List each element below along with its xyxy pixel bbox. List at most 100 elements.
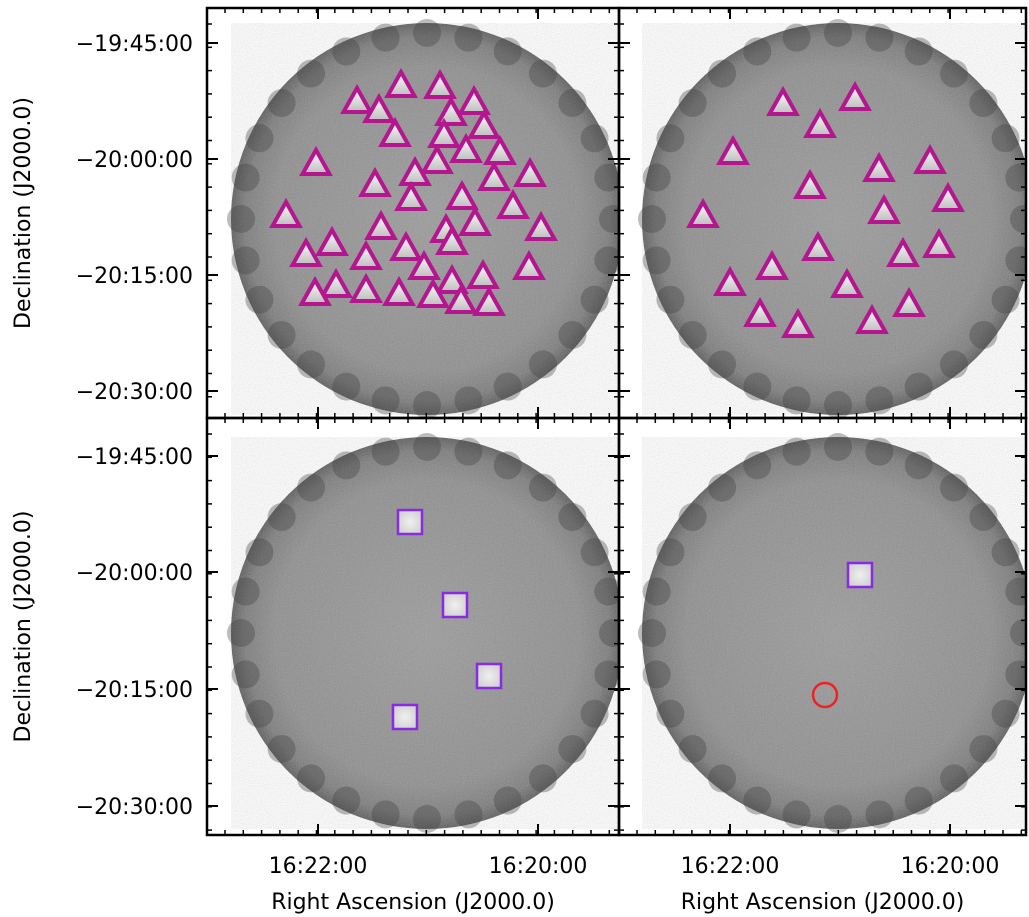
sky-noise	[642, 23, 1025, 415]
rim-patch	[227, 619, 255, 647]
y-tick-label: −20:00:00	[76, 148, 193, 173]
triangle-marker	[755, 249, 789, 280]
rim-patch	[865, 800, 894, 829]
rim-patch	[708, 473, 737, 502]
triangle-marker	[382, 275, 416, 306]
rim-patch	[991, 538, 1020, 567]
rim-patch	[743, 37, 772, 66]
rim-patch	[558, 320, 587, 349]
rim-patch	[939, 350, 968, 379]
rim-patch	[594, 246, 618, 275]
rim-patch	[708, 764, 737, 793]
rim-patch	[558, 734, 587, 763]
triangle-marker	[855, 303, 889, 334]
rim-patch	[904, 451, 933, 480]
rim-patch	[991, 285, 1020, 314]
triangle-marker	[862, 151, 896, 182]
triangle-marker	[416, 277, 450, 308]
triangle-marker	[434, 95, 468, 126]
rim-patch	[231, 163, 260, 192]
panel-bottom-left: −19:45:00 −20:00:00 −20:15:00 −20:30:00 16:2…	[11, 416, 621, 915]
triangle-marker	[713, 265, 747, 296]
triangle-marker	[319, 267, 353, 298]
rim-patch	[371, 800, 400, 829]
rim-patch	[332, 37, 361, 66]
panel-frame	[617, 416, 1028, 837]
rim-patch	[642, 163, 671, 192]
triangle-marker	[512, 249, 546, 280]
triangle-marker	[398, 155, 432, 186]
panels: −19:45:00 −20:00:00 −20:15:00 −20:30:00 Decl…	[11, 6, 1028, 915]
rim-patch	[969, 734, 998, 763]
triangle-marker	[378, 116, 412, 147]
rim-patch	[245, 124, 274, 153]
triangle-marker	[766, 85, 800, 116]
y-tick-label: −20:30:00	[76, 795, 193, 820]
rim-patch	[413, 19, 441, 47]
triangle-marker	[793, 168, 827, 199]
triangle-marker	[389, 230, 423, 261]
rim-patch	[528, 473, 557, 502]
triangle-marker	[449, 132, 483, 163]
rim-patch	[1010, 619, 1025, 647]
rim-patch	[493, 37, 522, 66]
rim-patch	[782, 437, 811, 466]
rim-patch	[558, 503, 587, 532]
rim-patch	[656, 285, 685, 314]
rim-patch	[332, 372, 361, 401]
sky-noise	[642, 437, 1025, 829]
x-tick-label: 16:20:00	[901, 854, 1000, 879]
rim-patch	[371, 437, 400, 466]
rim-patch	[493, 786, 522, 815]
triangle-marker	[716, 134, 750, 165]
rim-patch	[656, 538, 685, 567]
y-axis-title: Declination (J2000.0)	[11, 97, 36, 329]
triangle-marker	[913, 143, 947, 174]
rim-patch	[493, 372, 522, 401]
rim-patch	[743, 372, 772, 401]
rim-patch	[528, 59, 557, 88]
sky-noise	[231, 23, 618, 415]
y-tick-label: −19:45:00	[76, 32, 193, 57]
triangle-marker	[315, 225, 349, 256]
triangle-marker	[686, 197, 720, 228]
triangle-marker	[743, 296, 777, 327]
square-marker	[396, 508, 424, 536]
triangle-marker	[467, 108, 501, 139]
panel-top-right	[617, 6, 1028, 420]
rim-patch	[678, 89, 707, 118]
rim-patch	[454, 800, 483, 829]
rim-patch	[782, 800, 811, 829]
rim-patch	[297, 764, 326, 793]
rim-patch	[782, 386, 811, 415]
rim-patch	[599, 205, 618, 233]
rim-patch	[245, 699, 274, 728]
rim-patch	[991, 699, 1020, 728]
rim-patch	[642, 246, 671, 275]
rim-patch	[454, 386, 483, 415]
triangle-marker	[445, 179, 479, 210]
triangle-marker	[435, 263, 469, 294]
triangle-marker	[466, 258, 500, 289]
rim-patch	[638, 205, 666, 233]
rim-patch	[678, 320, 707, 349]
rim-patch	[594, 163, 618, 192]
rim-patch	[599, 619, 618, 647]
triangle-marker	[472, 285, 506, 316]
x-tick-label: 16:22:00	[269, 854, 368, 879]
rim-patch	[969, 89, 998, 118]
rim-patch	[1005, 660, 1025, 689]
rim-patch	[231, 660, 260, 689]
rim-patch	[267, 320, 296, 349]
triangle-marker	[394, 180, 428, 211]
triangle-marker	[513, 156, 547, 187]
rim-patch	[297, 350, 326, 379]
triangle-marker	[269, 197, 303, 228]
sky-image	[227, 433, 618, 833]
y-tick-label: −19:45:00	[76, 445, 193, 470]
rim-patch	[297, 473, 326, 502]
rim-patch	[904, 37, 933, 66]
triangle-marker	[483, 134, 517, 165]
rim-patch	[642, 577, 671, 606]
triangle-marker	[892, 286, 926, 317]
